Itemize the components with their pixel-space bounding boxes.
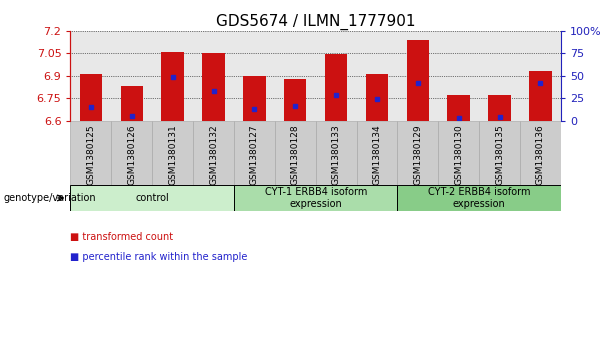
- Text: ■ transformed count: ■ transformed count: [70, 232, 173, 242]
- Bar: [397, 121, 438, 185]
- Bar: [193, 121, 234, 185]
- Bar: [325, 54, 348, 121]
- Text: GSM1380130: GSM1380130: [454, 124, 463, 185]
- Text: GSM1380135: GSM1380135: [495, 124, 504, 185]
- Bar: [489, 95, 511, 121]
- Text: CYT-1 ERBB4 isoform
expression: CYT-1 ERBB4 isoform expression: [264, 187, 367, 209]
- Bar: [121, 86, 143, 121]
- Bar: [520, 121, 561, 185]
- Bar: [202, 53, 225, 121]
- Bar: [447, 95, 470, 121]
- Bar: [161, 52, 184, 121]
- Bar: [397, 185, 561, 211]
- Bar: [406, 40, 429, 121]
- Text: GSM1380127: GSM1380127: [250, 124, 259, 184]
- Bar: [70, 185, 234, 211]
- Bar: [479, 121, 520, 185]
- Text: GSM1380136: GSM1380136: [536, 124, 545, 185]
- Text: GSM1380126: GSM1380126: [128, 124, 136, 184]
- Bar: [234, 185, 397, 211]
- Text: ■ percentile rank within the sample: ■ percentile rank within the sample: [70, 252, 248, 262]
- Bar: [529, 71, 552, 121]
- Bar: [243, 76, 265, 121]
- Bar: [316, 121, 357, 185]
- Bar: [284, 79, 306, 121]
- Text: GSM1380128: GSM1380128: [291, 124, 300, 184]
- Text: GSM1380134: GSM1380134: [373, 124, 381, 184]
- Text: GSM1380125: GSM1380125: [86, 124, 96, 184]
- Bar: [70, 121, 112, 185]
- Text: GSM1380131: GSM1380131: [168, 124, 177, 185]
- Bar: [275, 121, 316, 185]
- Bar: [366, 74, 388, 121]
- Text: GSM1380133: GSM1380133: [332, 124, 341, 185]
- Bar: [357, 121, 397, 185]
- Text: genotype/variation: genotype/variation: [3, 193, 96, 203]
- Bar: [234, 121, 275, 185]
- Text: CYT-2 ERBB4 isoform
expression: CYT-2 ERBB4 isoform expression: [428, 187, 530, 209]
- Bar: [438, 121, 479, 185]
- Bar: [112, 121, 152, 185]
- Bar: [152, 121, 193, 185]
- Text: GSM1380132: GSM1380132: [209, 124, 218, 184]
- Text: control: control: [135, 193, 169, 203]
- Title: GDS5674 / ILMN_1777901: GDS5674 / ILMN_1777901: [216, 13, 416, 29]
- Text: GSM1380129: GSM1380129: [413, 124, 422, 184]
- Bar: [80, 74, 102, 121]
